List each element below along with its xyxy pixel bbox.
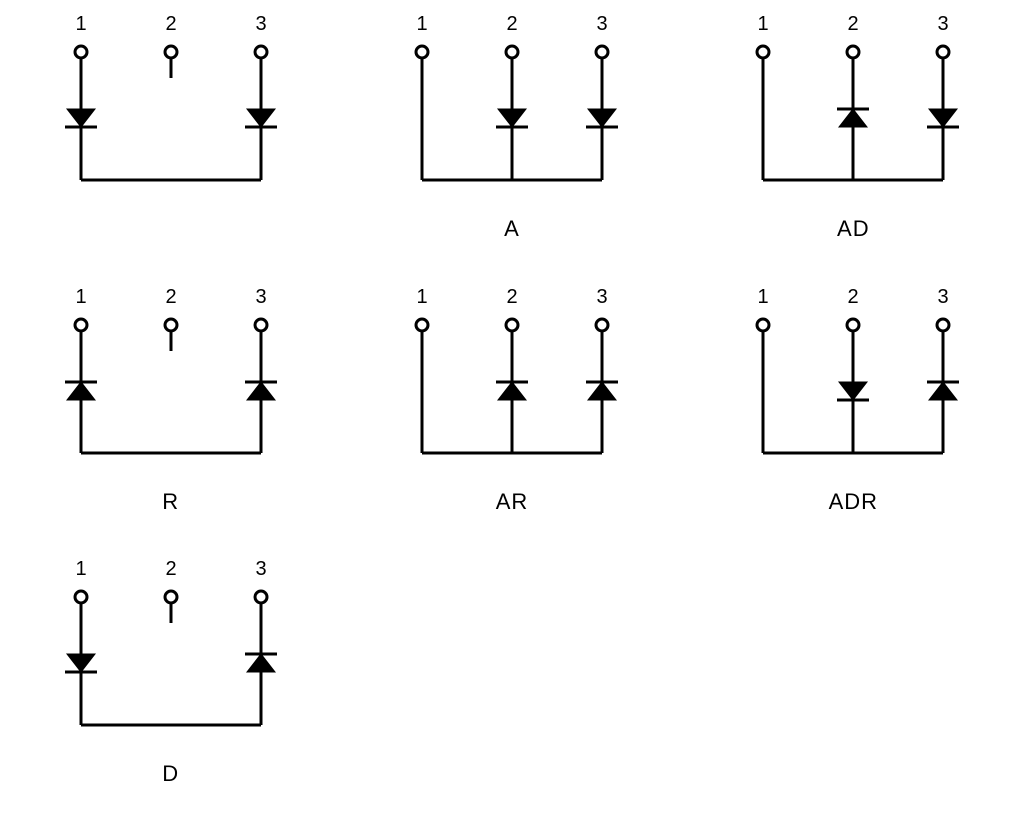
diode-triangle xyxy=(247,382,275,400)
circuit-caption: ADR xyxy=(829,489,878,515)
diode-triangle xyxy=(839,109,867,127)
pin-label: 2 xyxy=(165,13,176,35)
circuit-A: 1 2 3 xyxy=(372,10,652,210)
terminal-icon xyxy=(165,319,177,331)
terminal-icon xyxy=(757,319,769,331)
circuit-caption: R xyxy=(162,489,179,515)
terminal-icon xyxy=(596,46,608,58)
diode-triangle xyxy=(67,109,95,127)
circuit-ADR: 1 2 3 xyxy=(713,283,993,483)
circuit-D: 1 2 3 xyxy=(31,555,311,755)
pin-label: 1 xyxy=(75,558,86,580)
grid-cell: 1 2 3 A xyxy=(371,10,652,273)
pin-label: 3 xyxy=(938,286,949,308)
pin-label: 3 xyxy=(255,558,266,580)
diode-triangle xyxy=(498,109,526,127)
terminal-icon xyxy=(165,46,177,58)
terminal-icon xyxy=(937,46,949,58)
pin-label: 2 xyxy=(506,13,517,35)
terminal-icon xyxy=(416,319,428,331)
circuit-AR: 1 2 3 xyxy=(372,283,652,483)
pin-label: 1 xyxy=(75,13,86,35)
terminal-icon xyxy=(75,319,87,331)
terminal-icon xyxy=(847,319,859,331)
terminal-icon xyxy=(165,591,177,603)
terminal-icon xyxy=(757,46,769,58)
diode-triangle xyxy=(588,109,616,127)
diode-triangle xyxy=(67,382,95,400)
terminal-icon xyxy=(506,46,518,58)
terminal-icon xyxy=(596,319,608,331)
grid-cell: 1 2 3 D xyxy=(30,555,311,818)
terminal-icon xyxy=(255,591,267,603)
pin-label: 2 xyxy=(848,13,859,35)
pin-label: 1 xyxy=(758,286,769,308)
pin-label: 3 xyxy=(596,286,607,308)
pin-label: 2 xyxy=(165,286,176,308)
terminal-icon xyxy=(255,46,267,58)
diode-triangle xyxy=(588,382,616,400)
diode-triangle xyxy=(929,109,957,127)
circuit-grid: 1 2 3 1 2 3 A 1 2 3 AD 1 2 3 R 1 2 3 AR 1 2 3 ADR 1 2 3 D xyxy=(0,0,1024,828)
terminal-icon xyxy=(506,319,518,331)
pin-label: 2 xyxy=(506,286,517,308)
grid-cell: 1 2 3 R xyxy=(30,283,311,546)
grid-cell: 1 2 3 ADR xyxy=(713,283,994,546)
terminal-icon xyxy=(416,46,428,58)
pin-label: 1 xyxy=(416,13,427,35)
circuit-caption: AR xyxy=(496,489,529,515)
pin-label: 1 xyxy=(758,13,769,35)
terminal-icon xyxy=(847,46,859,58)
diode-triangle xyxy=(67,654,95,672)
pin-label: 3 xyxy=(938,13,949,35)
pin-label: 2 xyxy=(848,286,859,308)
diode-triangle xyxy=(247,654,275,672)
terminal-icon xyxy=(75,46,87,58)
circuit-R: 1 2 3 xyxy=(31,283,311,483)
terminal-icon xyxy=(255,319,267,331)
circuit-caption: A xyxy=(504,216,520,242)
diagram-page: 1 2 3 1 2 3 A 1 2 3 AD 1 2 3 R 1 2 3 AR 1 2 3 ADR 1 2 3 D xyxy=(0,0,1024,828)
circuit-blank: 1 2 3 xyxy=(31,10,311,210)
pin-label: 1 xyxy=(416,286,427,308)
grid-cell: 1 2 3 AD xyxy=(713,10,994,273)
diode-triangle xyxy=(839,382,867,400)
diode-triangle xyxy=(498,382,526,400)
grid-cell: 1 2 3 xyxy=(30,10,311,273)
grid-cell xyxy=(371,555,652,818)
diode-triangle xyxy=(247,109,275,127)
circuit-AD: 1 2 3 xyxy=(713,10,993,210)
pin-label: 2 xyxy=(165,558,176,580)
circuit-caption: D xyxy=(162,761,179,787)
pin-label: 3 xyxy=(255,286,266,308)
grid-cell: 1 2 3 AR xyxy=(371,283,652,546)
circuit-caption: AD xyxy=(837,216,870,242)
terminal-icon xyxy=(75,591,87,603)
pin-label: 3 xyxy=(255,13,266,35)
pin-label: 3 xyxy=(596,13,607,35)
pin-label: 1 xyxy=(75,286,86,308)
diode-triangle xyxy=(929,382,957,400)
grid-cell xyxy=(713,555,994,818)
terminal-icon xyxy=(937,319,949,331)
